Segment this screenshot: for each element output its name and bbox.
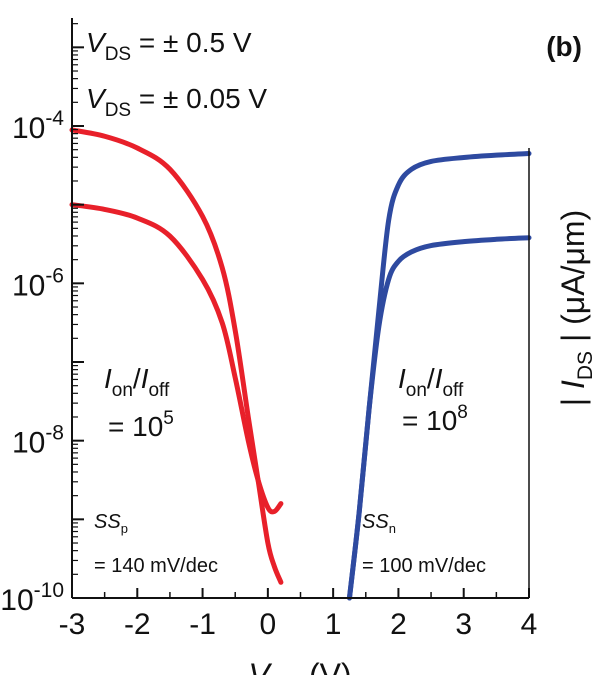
ss-subscript: p (121, 521, 128, 536)
y-tick-label-2: 10-6 (12, 264, 64, 302)
x-tick-label-4: 0 (260, 608, 277, 641)
ratio-value: = 10 (402, 405, 457, 436)
x-tick-label-1: -3 (59, 608, 86, 641)
panel-label: (b) (546, 31, 582, 62)
legend-line-1: VDS = ± 0.5 V (86, 27, 252, 65)
x-tick-label-6: 2 (390, 608, 407, 641)
y-tick-label-1: 10-4 (12, 107, 64, 145)
y-label-sub: DS (574, 351, 597, 380)
ratio-value: = 10 (108, 411, 163, 442)
legend-value: = ± 0.05 V (131, 83, 267, 114)
series-line-1 (69, 127, 284, 585)
y-tick-exponent: -10 (34, 579, 64, 602)
ratio-exponent: 5 (163, 408, 174, 429)
y-label-abs-close: | (555, 334, 591, 351)
ratio-slash: / (427, 363, 435, 394)
ratio-current: I (104, 363, 112, 394)
ss-n-value: = 100 mV/dec (362, 555, 486, 577)
ratio-sub-on: on (112, 380, 133, 401)
x-tick-label-2: -2 (124, 608, 151, 641)
series-line-4 (346, 235, 532, 601)
x-tick-label-8: 4 (521, 608, 538, 641)
ss-p-value: = 140 mV/dec (94, 555, 218, 577)
left-ratio-line1: Ion/Ioff (104, 363, 170, 401)
y-tick-base: 10 (12, 112, 45, 145)
y-tick-label-4: 10-10 (0, 579, 64, 617)
y-tick-base: 10 (0, 584, 33, 617)
x-label-unit: (V) (300, 657, 352, 675)
y-label-abs-open: | (555, 389, 591, 406)
ratio-slash: / (133, 363, 141, 394)
ticks-layer: -3 -2 -1 0 1 2 3 410-410-610-810-10 (0, 23, 538, 641)
legend-var: V (86, 27, 107, 58)
y-label-unit: (μA/μm) (555, 210, 591, 334)
ss-symbol: SS (362, 511, 389, 533)
x-tick-label-7: 3 (455, 608, 472, 641)
x-label-var: V (248, 657, 272, 675)
left-ratio-line2: = 105 (108, 408, 174, 442)
y-tick-exponent: -8 (45, 422, 64, 445)
ss-n-label: SSn (362, 511, 396, 536)
ratio-current: I (435, 363, 443, 394)
series-layer (69, 127, 532, 601)
x-tick-label-3: -1 (189, 608, 216, 641)
ratio-exponent: 8 (457, 402, 468, 423)
ratio-sub-on: on (406, 380, 427, 401)
y-tick-exponent: -4 (45, 107, 64, 130)
y-label-var: I (555, 380, 591, 389)
ratio-current: I (141, 363, 149, 394)
ss-symbol: SS (94, 511, 121, 533)
y-axis-label: | IDS | (μA/μm) (555, 210, 597, 406)
ss-subscript: n (389, 521, 396, 536)
ratio-current: I (398, 363, 406, 394)
y-tick-label-3: 10-8 (12, 422, 64, 460)
y-tick-exponent: -6 (45, 264, 64, 287)
y-tick-base: 10 (12, 427, 45, 460)
legend-sub: DS (105, 100, 131, 121)
y-tick-base: 10 (12, 269, 45, 302)
ratio-sub-off: off (442, 380, 464, 401)
series-line-2 (69, 202, 284, 515)
right-ratio-line1: Ion/Ioff (398, 363, 464, 401)
legend-value: = ± 0.5 V (131, 27, 252, 58)
legend-var: V (86, 83, 107, 114)
x-tick-label-5: 1 (325, 608, 342, 641)
right-ratio-line2: = 108 (402, 402, 468, 436)
legend-line-2: VDS = ± 0.05 V (86, 83, 267, 121)
legend-sub: DS (105, 44, 131, 65)
x-axis-label: VGS (V) (248, 657, 351, 675)
ratio-sub-off: off (148, 380, 170, 401)
ss-p-label: SSp (94, 511, 128, 536)
